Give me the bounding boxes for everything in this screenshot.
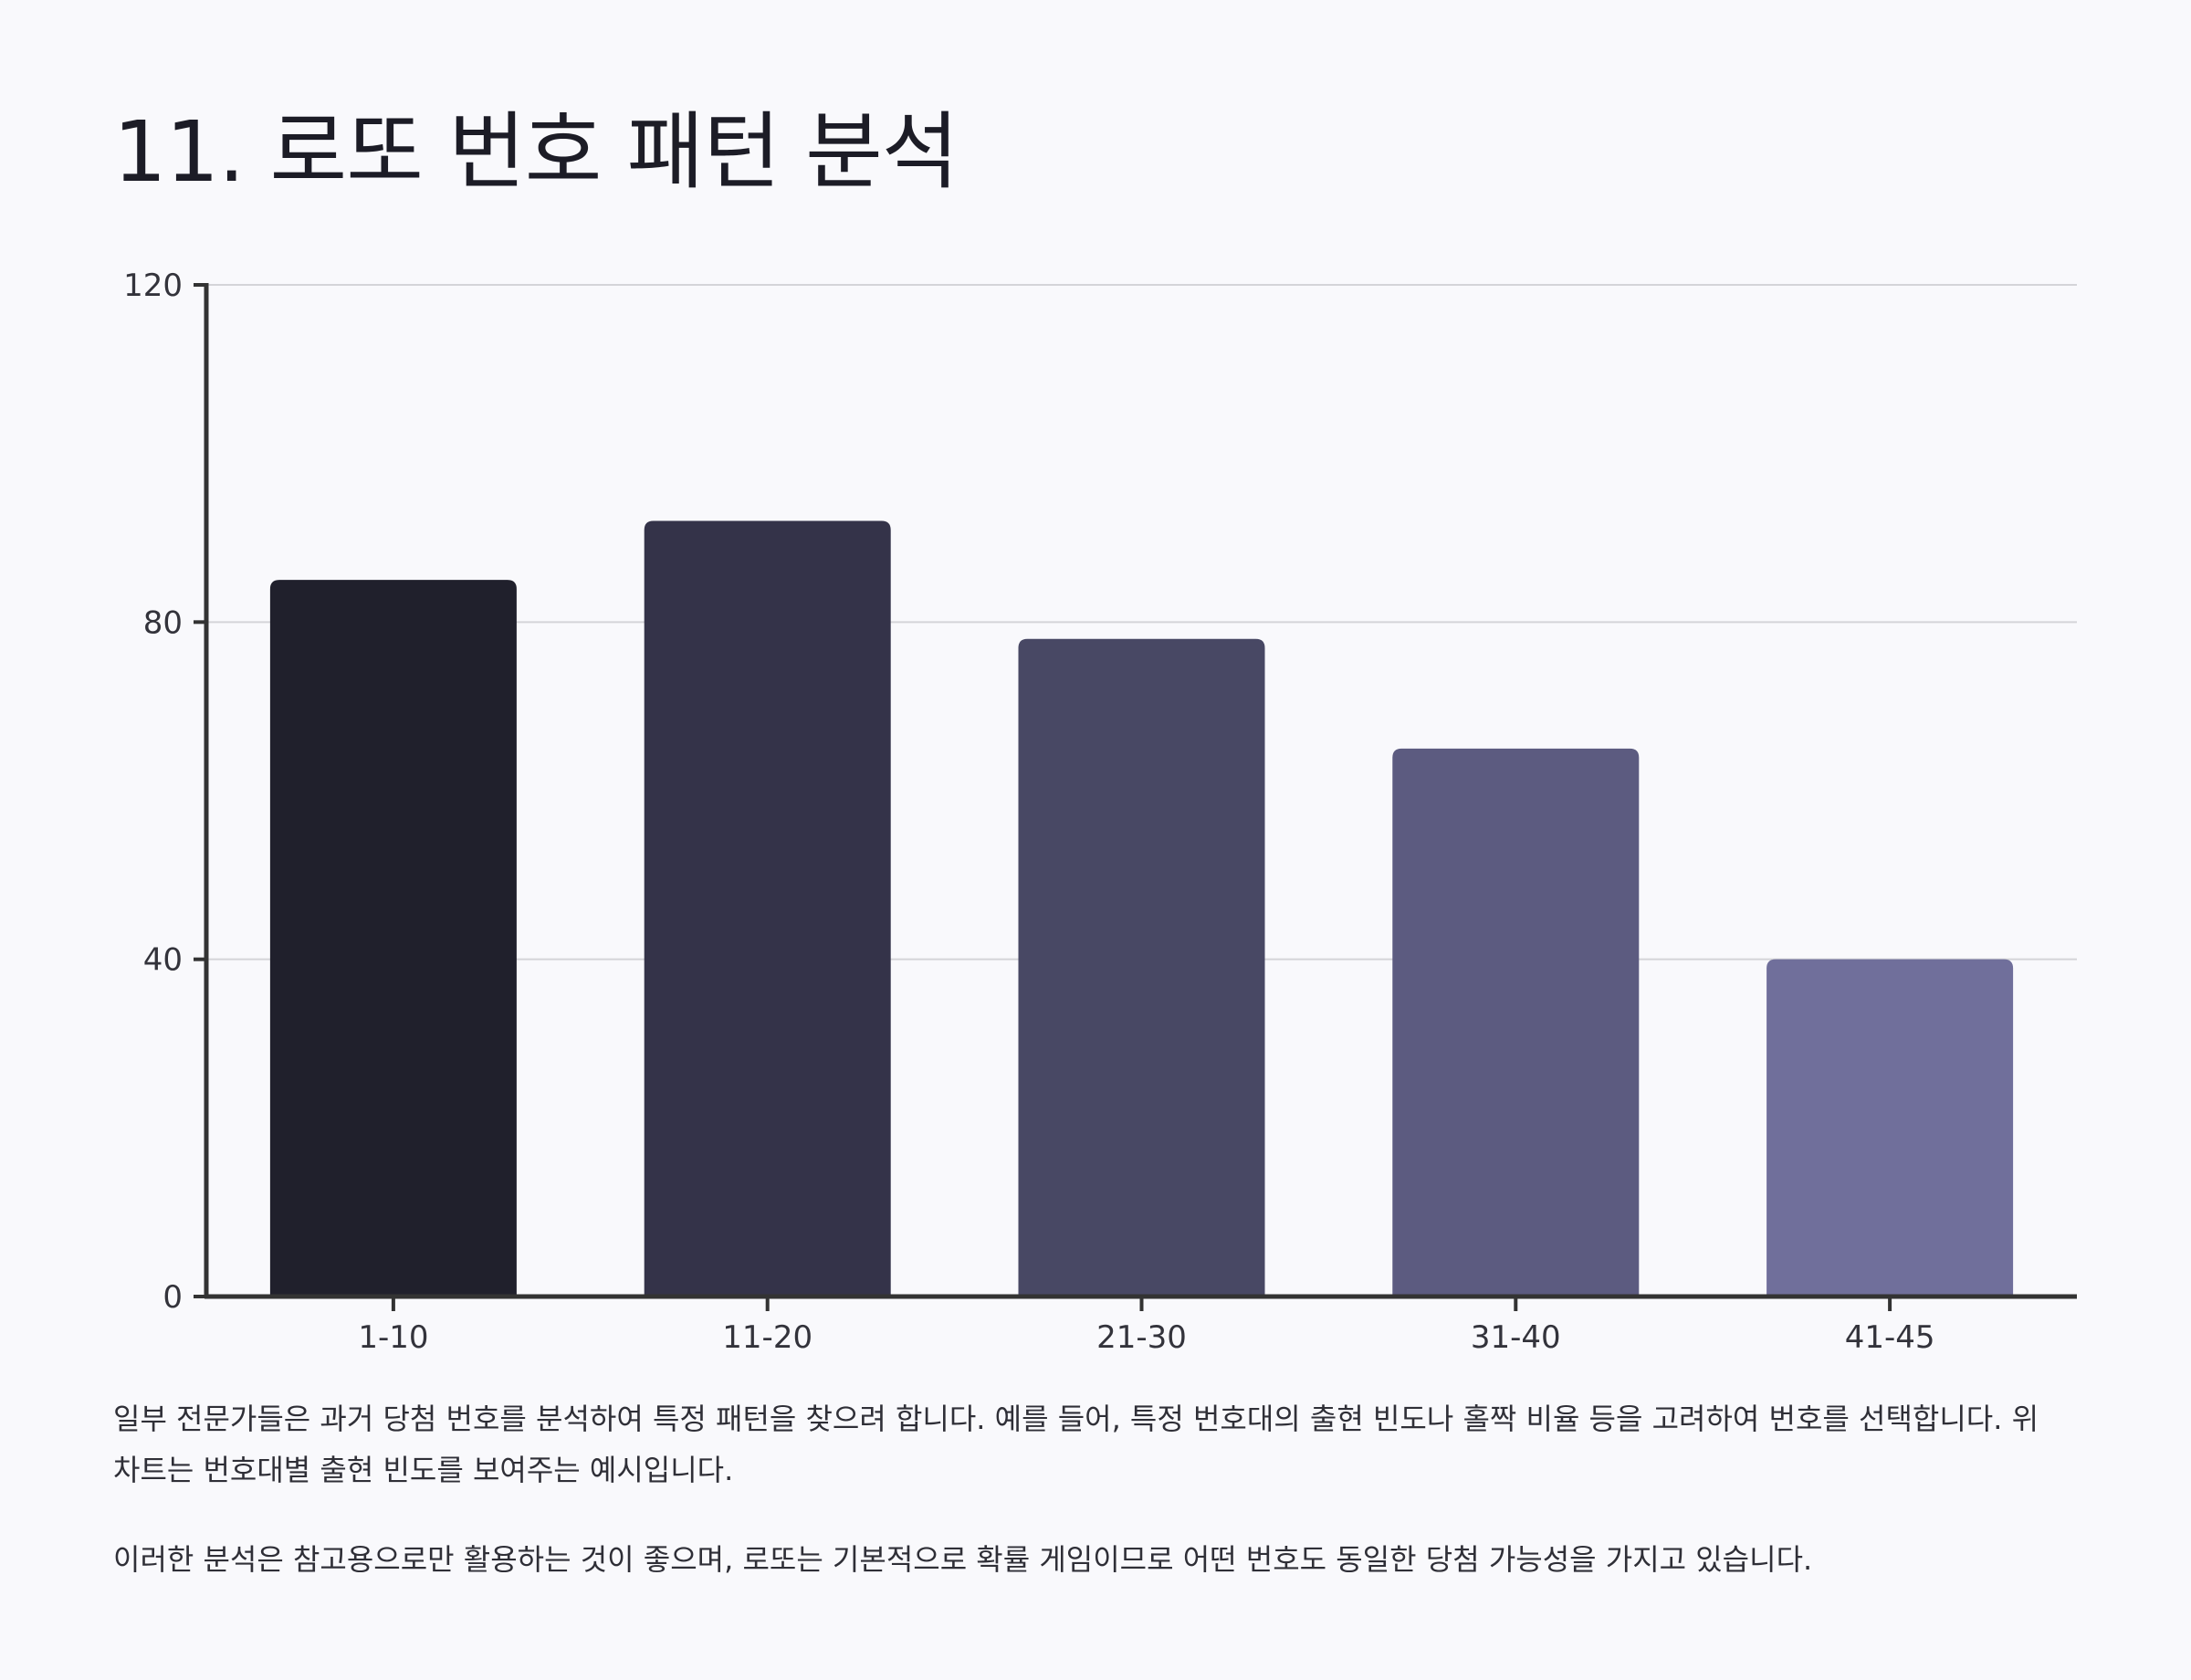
bar: [1392, 748, 1640, 1297]
description-paragraph-2: 이러한 분석은 참고용으로만 활용하는 것이 좋으며, 로또는 기본적으로 확률…: [113, 1542, 1813, 1577]
y-tick-label: 80: [143, 604, 183, 641]
x-tick-label: 11-20: [722, 1319, 812, 1356]
x-tick-label: 31-40: [1471, 1319, 1561, 1356]
x-tick-label: 1-10: [358, 1319, 428, 1356]
tick-labels: 0 40 80 120 1-10 11-20 21-30 31-40 41-45: [123, 268, 1934, 1356]
bar: [1766, 959, 2014, 1297]
bar: [1018, 638, 1265, 1297]
y-tick-label: 120: [123, 268, 183, 304]
description-paragraph-1: 일부 전문가들은 과거 당첨 번호를 분석하여 특정 패턴을 찾으려 합니다. …: [113, 1402, 2039, 1487]
bars: [269, 520, 2014, 1297]
bar: [269, 580, 517, 1297]
bar-chart: 0 40 80 120 1-10 11-20 21-30 31-40 41-45: [123, 268, 2077, 1356]
bar: [644, 520, 891, 1297]
y-tick-label: 0: [162, 1279, 183, 1316]
y-tick-label: 40: [143, 942, 183, 979]
axes: [194, 283, 2077, 1311]
x-tick-label: 21-30: [1096, 1319, 1187, 1356]
page-title: 11. 로또 번호 패턴 분석: [113, 103, 959, 201]
x-tick-label: 41-45: [1845, 1319, 1935, 1356]
